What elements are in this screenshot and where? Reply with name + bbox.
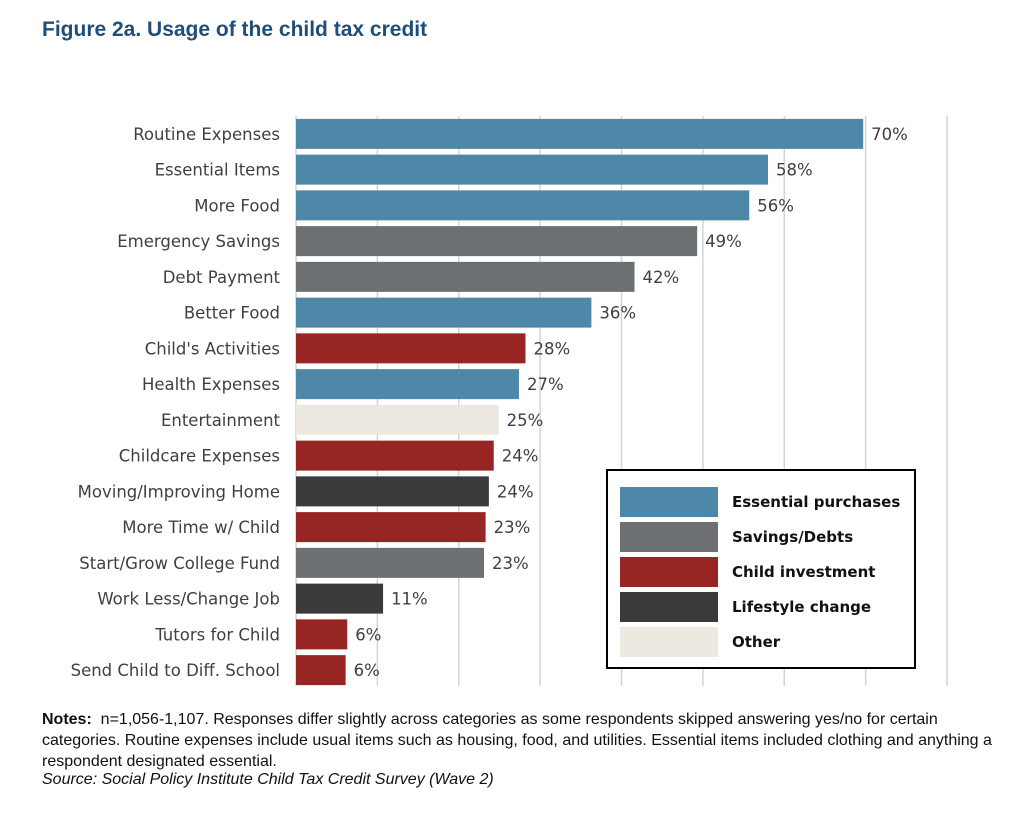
bar (296, 226, 698, 257)
bar (296, 297, 592, 328)
legend-swatch (620, 627, 718, 657)
value-label: 58% (776, 161, 813, 180)
notes-text: n=1,056-1,107. Responses differ slightly… (42, 711, 992, 770)
bar (296, 261, 635, 292)
bar (296, 583, 384, 614)
source-note: Source: Social Policy Institute Child Ta… (42, 771, 494, 788)
category-labels: Routine Expenses Essential Items More Food… (71, 125, 281, 680)
bar (296, 404, 499, 435)
legend-label: Essential purchases (732, 493, 901, 511)
category-label: Send Child to Diff. School (71, 661, 280, 680)
bar (296, 476, 489, 507)
legend-swatch (620, 522, 718, 552)
bar (296, 547, 484, 578)
category-label: More Time w/ Child (122, 518, 280, 537)
legend-item: Lifestyle change (620, 592, 871, 622)
chart-title: Figure 2a. Usage of the child tax credit (42, 18, 428, 41)
legend-label: Child investment (732, 563, 876, 581)
value-label: 6% (355, 625, 381, 644)
bar (296, 154, 768, 185)
value-label: 56% (757, 196, 794, 215)
value-label: 42% (643, 268, 680, 287)
value-label: 25% (507, 411, 544, 430)
value-label: 28% (533, 339, 570, 358)
legend-swatch (620, 557, 718, 587)
value-label: 23% (492, 554, 529, 573)
value-label: 23% (494, 518, 531, 537)
value-label: 24% (502, 447, 539, 466)
legend-label: Other (732, 633, 781, 651)
value-label: 49% (705, 232, 742, 251)
category-label: More Food (194, 196, 280, 215)
category-label: Moving/Improving Home (78, 482, 280, 501)
legend-swatch (620, 487, 718, 517)
legend-item: Child investment (620, 557, 875, 587)
bar (296, 190, 750, 221)
bar (296, 512, 486, 543)
category-label: Entertainment (161, 411, 281, 430)
bar (296, 440, 494, 471)
category-label: Health Expenses (142, 375, 280, 394)
bar (296, 118, 864, 149)
legend-label: Savings/Debts (732, 528, 854, 546)
legend-label: Lifestyle change (732, 598, 872, 616)
category-label: Childcare Expenses (119, 447, 280, 466)
bar-chart: Routine Expenses Essential Items More Food… (71, 116, 948, 686)
bar (296, 369, 519, 400)
notes: Notes: n=1,056-1,107. Responses differ s… (42, 709, 992, 772)
category-label: Essential Items (155, 161, 280, 180)
legend-item: Essential purchases (620, 487, 900, 517)
category-label: Tutors for Child (154, 625, 280, 644)
category-label: Start/Grow College Fund (79, 554, 280, 573)
category-label: Work Less/Change Job (97, 590, 280, 609)
category-label: Emergency Savings (117, 232, 280, 251)
bar (296, 333, 526, 364)
bars (296, 118, 864, 686)
notes-label: Notes: (42, 711, 92, 728)
legend-swatch (620, 592, 718, 622)
value-label: 24% (497, 482, 534, 501)
legend-item: Other (620, 627, 780, 657)
category-label: Debt Payment (163, 268, 281, 287)
category-label: Child's Activities (145, 339, 280, 358)
value-label: 27% (527, 375, 564, 394)
value-label: 70% (871, 125, 908, 144)
value-labels: 70% 58% 56% 49% 42% 36% 28% 27% 25% 24% 24% 23% 23% 1… (354, 125, 908, 680)
legend-item: Savings/Debts (620, 522, 853, 552)
value-label: 36% (599, 304, 636, 323)
category-label: Better Food (184, 304, 280, 323)
bar (296, 655, 346, 686)
value-label: 6% (354, 661, 380, 680)
bar (296, 619, 348, 650)
category-label: Routine Expenses (133, 125, 280, 144)
value-label: 11% (391, 590, 428, 609)
legend: Essential purchases Savings/Debts Child in… (606, 469, 916, 669)
